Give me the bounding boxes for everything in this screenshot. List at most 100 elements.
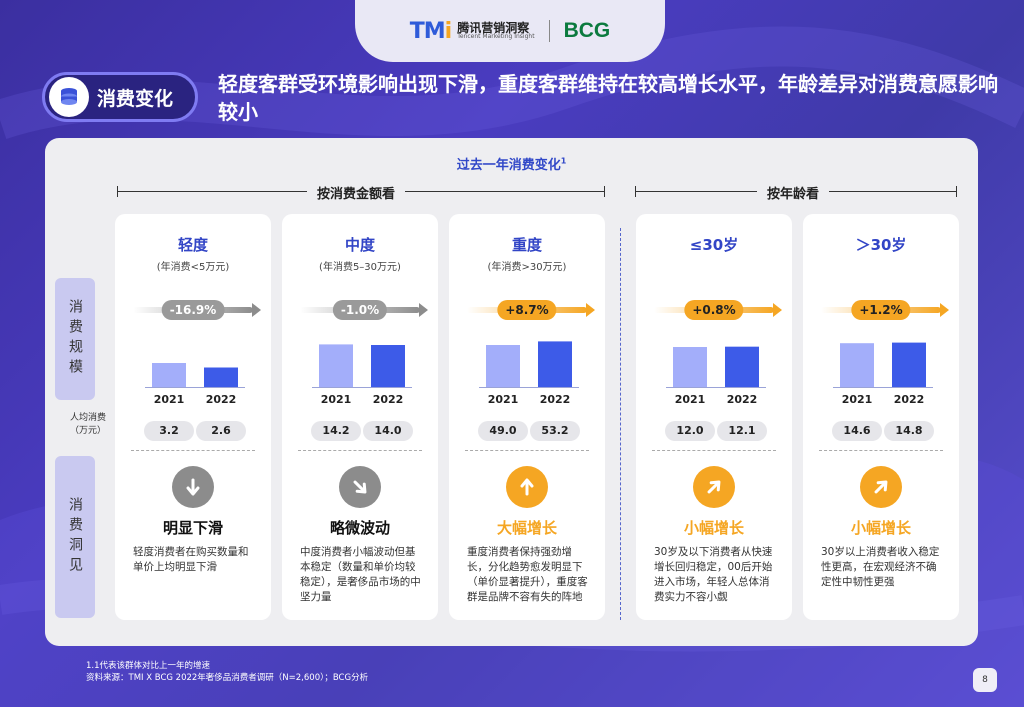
bar-2022: [204, 367, 238, 387]
section-badge-label: 消费变化: [97, 87, 174, 110]
year-label: 2021: [841, 393, 873, 406]
trend-arrow-icon: [339, 466, 381, 508]
group-label-amount: 按消费金额看: [307, 183, 406, 202]
change-percent: +1.2%: [851, 300, 911, 320]
change-indicator: -16.9%: [115, 300, 271, 320]
logo-divider: [548, 20, 550, 42]
chart-baseline: [312, 387, 412, 388]
segment-card: 重度 (年消费>30万元) +8.7% 2021 49.0 2022 53.2 大幅增长 重度消…: [449, 214, 605, 620]
change-arrow-head-icon: [419, 303, 428, 317]
bar-chart: [673, 346, 759, 387]
row-label-scale: 消费规模: [55, 278, 95, 400]
per-capita-value: 3.2: [144, 421, 194, 441]
tmi-en-name: Tencent Marketing Insight: [457, 33, 535, 41]
bar-chart: [152, 363, 238, 387]
segment-name: 轻度: [177, 236, 208, 254]
per-capita-value: 49.0: [478, 421, 528, 441]
page-headline: 轻度客群受环境影响出现下滑，重度客群维持在较高增长水平，年龄差异对消费意愿影响较…: [218, 72, 998, 124]
group-divider: [620, 228, 621, 620]
trend-label: 大幅增长: [496, 519, 557, 537]
chart-baseline: [833, 387, 933, 388]
dashed-separator: [298, 450, 422, 451]
per-capita-label-line1: 人均消费: [69, 413, 106, 423]
change-indicator: +1.2%: [803, 300, 959, 320]
change-arrow-head-icon: [586, 303, 595, 317]
per-capita-value: 14.2: [311, 421, 361, 441]
insight-text: 30岁以上消费者收入稳定性更高，在宏观经济不确定性中韧性更强: [821, 546, 940, 588]
footnote: 1.1代表该群体对比上一年的增速 资料来源：TMI X BCG 2022年奢侈品…: [86, 660, 368, 684]
trend-label: 小幅增长: [850, 519, 911, 537]
row-label-insight: 消费洞见: [55, 456, 95, 618]
change-percent: +0.8%: [684, 300, 744, 320]
bar-2022: [371, 345, 405, 387]
chart-baseline: [479, 387, 579, 388]
trend-arrow-icon: [693, 466, 735, 508]
footnote-line1: 1.1代表该群体对比上一年的增速: [86, 661, 211, 671]
page-number: 8: [973, 668, 997, 692]
trend-label: 略微波动: [329, 519, 390, 537]
segment-card: 轻度 (年消费<5万元) -16.9% 2021 3.2 2022 2.6 明显下滑轻度消费者…: [115, 214, 271, 620]
insight-text: 中度消费者小幅波动但基本稳定（数量和单价均较稳定），是奢侈品市场的中坚力量: [300, 546, 421, 603]
segment-card: 中度 (年消费5–30万元) -1.0% 2021 14.2 2022 14.0 略微波动 中度…: [282, 214, 438, 620]
insight-text: 轻度消费者在购买数量和单价上均明显下滑: [133, 546, 249, 573]
bar-chart: [486, 341, 572, 387]
bcg-logo: BCG: [563, 19, 611, 42]
per-capita-value: 12.0: [665, 421, 715, 441]
per-capita-label-line2: （万元）: [69, 426, 106, 436]
bar-2022: [538, 341, 572, 387]
bar-2021: [152, 363, 186, 387]
segment-name: 重度: [511, 236, 542, 254]
year-label: 2021: [320, 393, 352, 406]
segment-name: ≤30岁: [689, 236, 739, 254]
insight-text: 30岁及以下消费者从快速增长回归稳定，00后开始进入市场，年轻人总体消费实力不容…: [654, 546, 773, 603]
trend-arrow-icon: [172, 466, 214, 508]
per-capita-label: 人均消费 （万元）: [58, 412, 118, 438]
tmi-logo: TMi 腾讯营销洞察 Tencent Marketing Insight: [410, 19, 535, 44]
segment-card: ≤30岁 +0.8% 2021 12.0 2022 12.1 小幅增长 30岁及以下消费者从快…: [636, 214, 792, 620]
change-percent: +8.7%: [497, 300, 557, 320]
change-arrow-head-icon: [940, 303, 949, 317]
year-label: 2022: [372, 393, 404, 406]
chart-baseline: [666, 387, 766, 388]
bar-2022: [725, 346, 759, 387]
footnote-source: 资料来源：TMI X BCG 2022年奢侈品消费者调研（N=2,600）；BC…: [86, 673, 369, 683]
trend-arrow-icon: [860, 466, 902, 508]
bar-2021: [673, 347, 707, 387]
tmi-cn-name: 腾讯营销洞察: [457, 20, 530, 35]
per-capita-value: 14.8: [884, 421, 934, 441]
per-capita-value: 12.1: [717, 421, 767, 441]
year-label: 2022: [726, 393, 758, 406]
group-label-age: 按年龄看: [757, 183, 830, 202]
change-indicator: +8.7%: [449, 300, 605, 320]
bar-2022: [892, 342, 926, 387]
dashed-separator: [819, 450, 943, 451]
segment-name: ＞30岁: [855, 236, 907, 254]
per-capita-value: 2.6: [196, 421, 246, 441]
year-label: 2022: [893, 393, 925, 406]
year-label: 2021: [153, 393, 185, 406]
segment-subtitle: (年消费>30万元): [487, 262, 567, 273]
bar-2021: [840, 343, 874, 387]
section-badge: 消费变化: [42, 72, 198, 122]
segment-subtitle: (年消费<5万元): [156, 262, 230, 273]
year-label: 2022: [205, 393, 237, 406]
dashed-separator: [131, 450, 255, 451]
dashed-separator: [465, 450, 589, 451]
per-capita-value: 53.2: [530, 421, 580, 441]
insight-text: 重度消费者保持强劲增长，分化趋势愈发明显下（单价显著提升），重度客群是品牌不容有…: [467, 546, 588, 603]
panel-title-footnote-mark: 1: [560, 156, 567, 166]
bar-2021: [319, 344, 353, 387]
year-label: 2021: [487, 393, 519, 406]
logo-bar: TMi 腾讯营销洞察 Tencent Marketing Insight BCG: [355, 0, 665, 62]
bar-chart: [840, 342, 926, 387]
change-percent: -16.9%: [161, 300, 225, 320]
dashed-separator: [652, 450, 776, 451]
bar-chart: [319, 344, 405, 387]
trend-label: 明显下滑: [162, 519, 223, 537]
per-capita-value: 14.0: [363, 421, 413, 441]
trend-label: 小幅增长: [683, 519, 744, 537]
change-arrow-head-icon: [252, 303, 261, 317]
segment-name: 中度: [344, 236, 375, 254]
chart-baseline: [145, 387, 245, 388]
panel-title-text: 过去一年消费变化: [456, 158, 561, 173]
